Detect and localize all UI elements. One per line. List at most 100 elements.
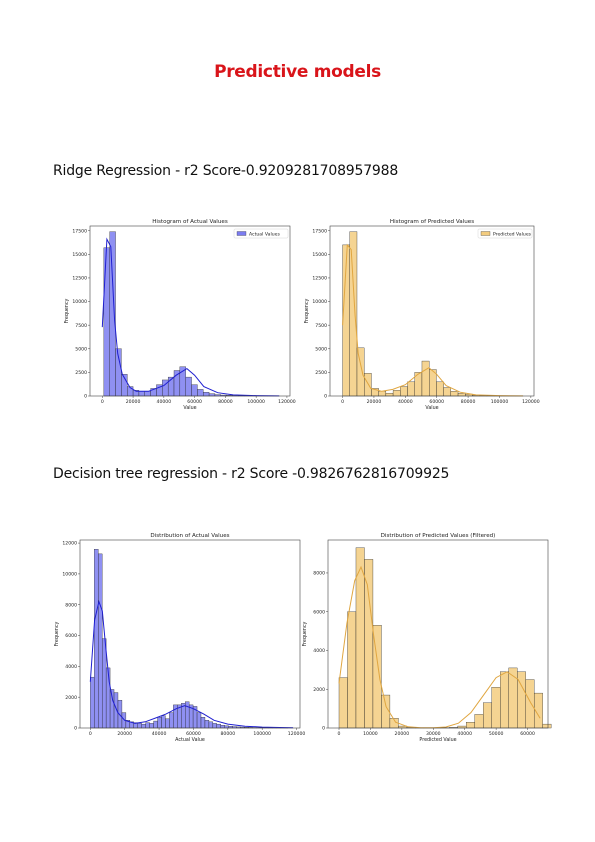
y-tick-label: 15000 [312,252,327,258]
x-tick-label: 40000 [152,731,167,737]
x-tick-label: 120000 [522,399,540,405]
histogram-bar [101,638,107,729]
histogram-bar [161,715,166,729]
x-tick-label: 20000 [367,399,382,405]
x-tick-label: 0 [341,399,344,405]
y-axis-label: Frequency [302,621,308,646]
x-tick-label: 80000 [461,399,476,405]
ridge-regression-heading: Ridge Regression - r2 Score-0.9209281708… [53,163,399,179]
histogram-bar [443,387,452,397]
histogram-bar [204,720,210,729]
histogram-bar [349,231,358,397]
x-axis-label: Value [183,405,196,411]
plot-frame [327,539,549,729]
histogram-bar [141,723,146,729]
legend-box [477,228,533,239]
y-tick-label: 4000 [313,648,325,654]
histogram-bar [137,723,142,729]
legend-label: Predicted Values [493,231,532,237]
histogram-bar [90,676,95,729]
x-tick-label: 0 [338,731,341,737]
y-tick-label: 7500 [315,323,327,329]
histogram-bar [196,712,202,729]
y-tick-label: 0 [74,726,77,732]
y-tick-label: 17500 [72,228,87,234]
histogram-bar [208,721,214,729]
y-tick-label: 10000 [72,299,87,305]
predicted-values-histogram-chart: Histogram of Predicted Values 0 20000 40000… [304,219,540,411]
histogram-bar [364,373,372,397]
x-tick-label: 60000 [187,399,202,405]
y-tick-label: 0 [324,394,327,400]
y-tick-label: 5000 [315,346,327,352]
y-tick-label: 10000 [62,572,77,578]
histogram-bar [525,679,535,729]
histogram-bar [491,687,501,729]
histogram-bar [153,720,158,729]
histogram-bar [542,723,552,729]
y-tick-label: 0 [322,726,325,732]
x-axis-label: Actual Value [175,737,205,743]
histogram-bar [212,723,217,729]
histogram-bar [421,360,430,397]
x-axis-label: Value [425,405,438,411]
histogram-bar [169,712,174,729]
x-tick-label: 120000 [288,731,306,737]
y-axis-label: Frequency [54,621,60,646]
y-tick-label: 2000 [313,687,325,693]
histogram-bar [457,392,466,397]
chart-title: Histogram of Actual Values [152,219,228,225]
histogram-bar [185,376,192,397]
histogram-bar [216,723,221,729]
histogram-bar [197,389,204,397]
x-tick-label: 40000 [398,399,413,405]
histogram-bar [103,247,110,397]
x-tick-label: 20000 [126,399,141,405]
histogram-bar [378,391,387,397]
x-tick-label: 100000 [253,731,271,737]
page-title: Predictive models [214,62,381,82]
plot-frame [329,225,535,397]
histogram-bar [483,702,492,729]
y-tick-label: 12500 [312,276,327,282]
x-tick-label: 120000 [278,399,296,405]
histogram-bar [392,390,401,397]
histogram-bar [224,725,229,729]
y-axis-label: Frequency [64,298,70,323]
x-tick-label: 0 [101,399,104,405]
histogram-bar [400,386,408,397]
histogram-bar [385,392,394,397]
histogram-bar [98,553,103,729]
histogram-bar [157,717,162,729]
x-axis-label: Predicted Value [419,737,456,743]
histogram-bar [94,549,99,729]
histogram-bar [113,692,119,729]
legend-box [233,228,289,239]
decision-tree-regression-heading: Decision tree regression - r2 Score -0.9… [53,466,450,482]
y-tick-label: 0 [84,394,87,400]
x-tick-label: 20000 [395,731,410,737]
y-tick-label: 7500 [75,323,87,329]
y-tick-label: 12500 [72,276,87,282]
predicted-values-distribution-chart: Distribution of Predicted Values (Filter… [302,533,552,743]
histogram-bar [500,671,509,729]
y-axis-label: Frequency [304,298,310,323]
y-tick-label: 5000 [75,346,87,352]
y-tick-label: 8000 [313,571,325,577]
x-tick-label: 60000 [520,731,535,737]
y-tick-label: 15000 [72,252,87,258]
kde-curve [89,599,294,729]
y-tick-label: 6000 [65,633,77,639]
y-tick-label: 10000 [312,299,327,305]
histogram-bar [364,559,374,729]
chart-title: Distribution of Actual Values [150,533,229,539]
histogram-bar [145,722,150,729]
histogram-bar [144,391,151,397]
x-tick-label: 10000 [363,731,378,737]
plot-frame [89,225,291,397]
histogram-bar [208,393,216,397]
legend-swatch [480,231,491,236]
legend-swatch [236,231,247,236]
histogram-bar [200,717,206,729]
